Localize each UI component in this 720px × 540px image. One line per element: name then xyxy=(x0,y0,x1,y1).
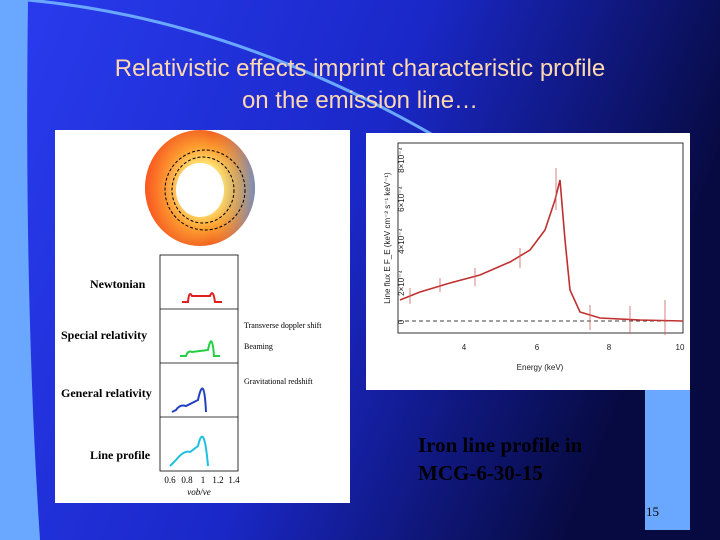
profile-curve xyxy=(169,435,209,467)
annotation: Beaming xyxy=(244,342,273,351)
x-tick-label: 6 xyxy=(535,343,540,352)
x-tick-label: 0.8 xyxy=(181,475,193,485)
right-figure: 0 2×10⁻⁴ 4×10⁻⁴ 6×10⁻⁴ 8×10⁻⁴ Line flux … xyxy=(366,133,690,390)
caption-line: Iron line profile in xyxy=(418,433,583,457)
x-tick-label: 1.4 xyxy=(228,475,240,485)
x-tick-label: 4 xyxy=(462,343,467,352)
panel-label: Newtonian xyxy=(90,277,146,291)
page-number: 15 xyxy=(646,504,659,519)
x-tick-label: 8 xyxy=(607,343,612,352)
x-tick-label: 10 xyxy=(676,343,685,352)
panel-label: Line profile xyxy=(90,448,151,462)
plot-frame xyxy=(397,142,684,334)
figure-frame xyxy=(366,133,690,390)
left-figure: Newtonian Special relativity General rel… xyxy=(55,130,350,503)
x-axis-label: Energy (keV) xyxy=(517,363,564,372)
x-axis-label: νob/νe xyxy=(187,487,210,497)
y-tick-label: 6×10⁻⁴ xyxy=(397,186,406,212)
profile-curve xyxy=(182,292,222,303)
panel-label: Special relativity xyxy=(61,328,147,342)
annotation: Gravitational redshift xyxy=(244,377,313,386)
orbit xyxy=(171,156,235,224)
y-tick-label: 0 xyxy=(397,319,406,324)
title-line: Relativistic effects imprint characteris… xyxy=(115,55,605,82)
profile-curve xyxy=(171,387,207,413)
x-tick-label: 1 xyxy=(201,475,206,485)
y-tick-label: 8×10⁻⁴ xyxy=(397,147,406,173)
y-tick-label: 4×10⁻⁴ xyxy=(397,228,406,254)
y-axis-label: Line flux E F_E (keV cm⁻² s⁻¹ keV⁻¹) xyxy=(383,172,392,304)
line-profile xyxy=(399,179,684,322)
x-tick-label: 1.2 xyxy=(212,475,223,485)
panel-label: General relativity xyxy=(61,386,152,400)
disk-hole xyxy=(176,163,224,217)
swoosh-line xyxy=(27,0,451,147)
caption-line: MCG-6-30-15 xyxy=(418,461,543,485)
left-band xyxy=(0,0,40,540)
profile-curve xyxy=(180,340,220,357)
y-tick-label: 2×10⁻⁴ xyxy=(397,270,406,296)
x-tick-label: 0.6 xyxy=(164,475,176,485)
annotation: Transverse doppler shift xyxy=(244,321,322,330)
orbit xyxy=(164,149,246,231)
title-line: on the emission line… xyxy=(242,87,478,114)
